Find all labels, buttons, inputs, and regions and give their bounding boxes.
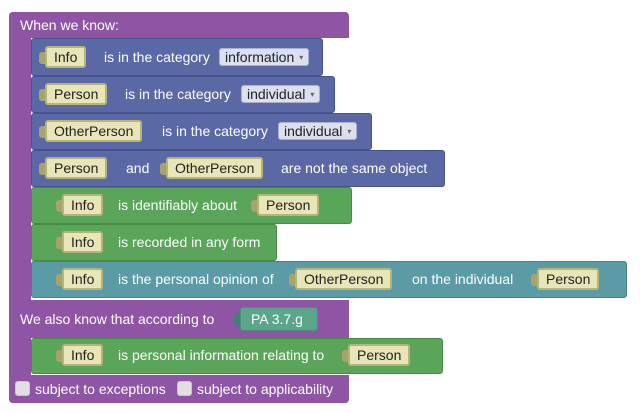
variable-connector bbox=[531, 274, 537, 286]
when-we-know-label: When we know: bbox=[20, 17, 119, 33]
variable-connector bbox=[56, 274, 62, 286]
chevron-down-icon: ▾ bbox=[299, 53, 304, 62]
exceptions-label: subject to exceptions bbox=[35, 381, 166, 397]
variable-info[interactable]: Info bbox=[45, 46, 87, 68]
variable-person[interactable]: Person bbox=[45, 83, 108, 105]
chevron-down-icon: ▾ bbox=[310, 90, 315, 99]
variable-person[interactable]: Person bbox=[45, 157, 108, 179]
condition-text: is recorded in any form bbox=[118, 234, 261, 250]
variable-person[interactable]: Person bbox=[257, 194, 320, 216]
category-dropdown[interactable]: information ▾ bbox=[219, 48, 310, 66]
variable-otherperson[interactable]: OtherPerson bbox=[45, 120, 143, 142]
condition-text: on the individual bbox=[412, 271, 514, 287]
variable-person[interactable]: Person bbox=[537, 268, 600, 290]
variable-connector bbox=[39, 89, 45, 101]
reference-connector bbox=[234, 313, 240, 325]
variable-info[interactable]: Info bbox=[62, 231, 104, 253]
conclusion-text: is personal information relating to bbox=[118, 347, 325, 363]
variable-info[interactable]: Info bbox=[62, 268, 104, 290]
condition-text: is identifiably about bbox=[118, 197, 238, 213]
variable-otherperson[interactable]: OtherPerson bbox=[166, 157, 264, 179]
reference-block[interactable]: PA 3.7.g bbox=[240, 307, 318, 331]
variable-connector bbox=[342, 350, 348, 362]
dropdown-value: information bbox=[225, 49, 295, 65]
variable-connector bbox=[39, 52, 45, 64]
condition-text: is the personal opinion of bbox=[118, 271, 274, 287]
condition-text: is in the category bbox=[125, 86, 231, 102]
variable-otherperson[interactable]: OtherPerson bbox=[295, 268, 393, 290]
category-dropdown[interactable]: individual ▾ bbox=[241, 85, 321, 103]
condition-recorded[interactable] bbox=[31, 224, 277, 261]
reference-label: PA 3.7.g bbox=[251, 311, 303, 327]
variable-info[interactable]: Info bbox=[62, 194, 104, 216]
variable-connector bbox=[56, 200, 62, 212]
variable-connector bbox=[251, 200, 257, 212]
variable-connector bbox=[289, 274, 295, 286]
variable-connector bbox=[56, 237, 62, 249]
condition-text: and bbox=[126, 160, 150, 176]
variable-info[interactable]: Info bbox=[62, 344, 104, 366]
condition-text: is in the category bbox=[104, 49, 210, 65]
applicability-checkbox[interactable] bbox=[177, 381, 192, 396]
variable-person[interactable]: Person bbox=[348, 344, 411, 366]
category-dropdown[interactable]: individual ▾ bbox=[278, 122, 358, 140]
condition-text: is in the category bbox=[162, 123, 268, 139]
variable-connector bbox=[56, 350, 62, 362]
according-label: We also know that according to bbox=[20, 311, 215, 327]
condition-text: are not the same object bbox=[281, 160, 428, 176]
exceptions-checkbox[interactable] bbox=[15, 381, 30, 396]
dropdown-value: individual bbox=[247, 86, 306, 102]
variable-connector bbox=[39, 126, 45, 138]
applicability-label: subject to applicability bbox=[197, 381, 334, 397]
variable-connector bbox=[160, 163, 166, 175]
dropdown-value: individual bbox=[284, 123, 343, 139]
variable-connector bbox=[39, 163, 45, 175]
rule-header bbox=[9, 12, 134, 38]
chevron-down-icon: ▾ bbox=[347, 127, 352, 136]
